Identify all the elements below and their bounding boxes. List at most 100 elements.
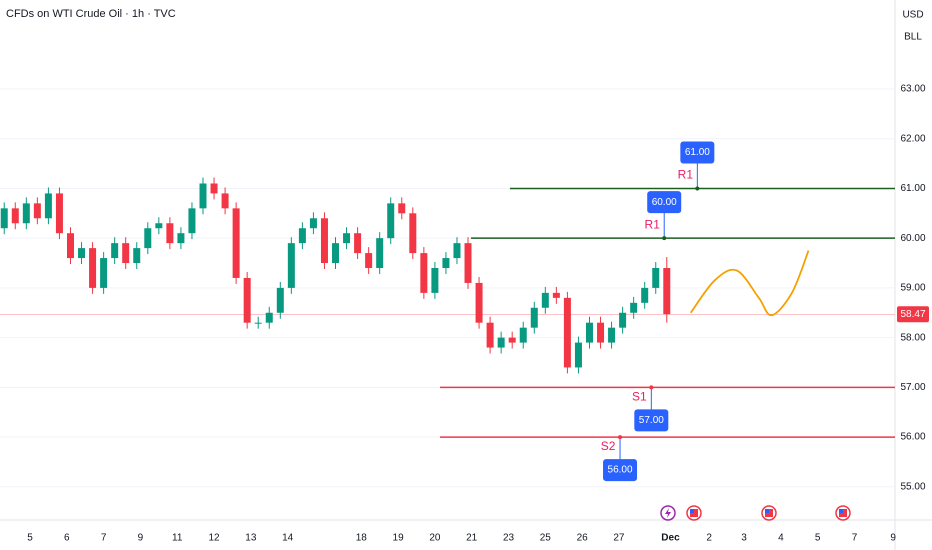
candle-body	[563, 297, 571, 368]
x-tick-label: 27	[613, 533, 625, 544]
candle-body	[199, 183, 207, 209]
level-anchor	[618, 435, 623, 440]
candle-body	[365, 253, 373, 269]
x-tick-label: 20	[429, 533, 441, 544]
event-icon[interactable]	[686, 505, 702, 521]
candle-body	[431, 268, 439, 293]
current-price-label: 58.47	[900, 309, 925, 320]
y-tick-label: 55.00	[900, 481, 925, 492]
candle-body	[574, 342, 582, 368]
level-badge	[680, 141, 715, 164]
currency[interactable]: USD	[902, 10, 923, 21]
chart-title: CFDs on WTI Crude Oil · 1h · TVC	[6, 8, 176, 20]
y-tick-label: 56.00	[900, 432, 925, 443]
candle-body	[55, 193, 63, 234]
x-tick-label: 7	[101, 533, 107, 544]
candle-body	[287, 243, 295, 288]
candle-body	[464, 243, 472, 283]
candle-body	[597, 322, 605, 343]
candle-body	[100, 258, 108, 288]
candle-body	[508, 337, 516, 343]
x-tick-label: 3	[741, 533, 747, 544]
event-icon[interactable]	[835, 505, 851, 521]
level-value-label: 56.00	[608, 465, 633, 476]
candle-body	[475, 282, 483, 323]
candle-body	[232, 208, 240, 278]
candle-body	[89, 248, 97, 288]
x-tick-label: 9	[138, 533, 144, 544]
candle-body	[265, 312, 273, 323]
candle-body	[552, 292, 560, 298]
level-name: R1	[678, 168, 694, 182]
candle-body	[254, 322, 262, 324]
projection-line	[689, 250, 810, 317]
x-tick-label: 21	[466, 533, 478, 544]
candle-body	[398, 203, 406, 214]
y-tick-label: 57.00	[900, 382, 925, 393]
x-tick-label: 2	[706, 533, 712, 544]
candle-body	[66, 233, 74, 259]
x-tick-label: 12	[208, 533, 220, 544]
x-tick-label: 5	[815, 533, 821, 544]
candle-body	[11, 208, 19, 224]
level-value-label: 60.00	[652, 197, 677, 208]
x-tick-label: 4	[778, 533, 784, 544]
x-tick-label: 11	[172, 533, 183, 544]
candle-body	[177, 233, 185, 244]
candle-body	[155, 223, 163, 229]
x-tick-label: 6	[64, 533, 70, 544]
candle-body	[33, 203, 41, 219]
candle-body	[188, 208, 196, 234]
level-anchor	[695, 186, 700, 191]
candle-body	[78, 248, 86, 259]
candle-body	[111, 243, 119, 259]
x-tick-label: 14	[282, 533, 294, 544]
candle-body	[442, 258, 450, 269]
unit[interactable]: BLL	[904, 32, 922, 43]
candle-body	[387, 203, 395, 239]
level-badge	[603, 459, 638, 482]
candle-body	[133, 248, 141, 264]
level-anchor	[662, 236, 667, 241]
y-tick-label: 63.00	[900, 84, 925, 95]
candle-body	[298, 228, 306, 244]
level-badge	[647, 191, 682, 214]
x-tick-label: 13	[245, 533, 257, 544]
candle-body	[663, 268, 671, 315]
candle-body	[0, 208, 8, 229]
candle-body	[420, 253, 428, 293]
candle-body	[166, 223, 174, 244]
candle-body	[619, 312, 627, 328]
candle-body	[641, 287, 649, 303]
candle-body	[585, 322, 593, 343]
event-icons	[660, 505, 851, 521]
current-price-badge	[897, 306, 929, 323]
y-tick-label: 61.00	[900, 183, 925, 194]
candle-body	[44, 193, 52, 219]
x-tick-label: Dec	[661, 533, 680, 544]
x-tick-label: 18	[356, 533, 368, 544]
candle-body	[519, 327, 527, 343]
level-name: R1	[645, 217, 661, 231]
y-tick-label: 59.00	[900, 283, 925, 294]
y-tick-label: 60.00	[900, 233, 925, 244]
x-tick-label: 19	[393, 533, 405, 544]
candle-body	[309, 218, 317, 229]
candle-body	[221, 193, 229, 209]
level-badge	[634, 409, 669, 432]
level-value-label: 57.00	[639, 415, 664, 426]
candle-body	[320, 218, 328, 264]
x-tick-label: 25	[540, 533, 552, 544]
level-name: S1	[632, 390, 647, 404]
candle-body	[486, 322, 494, 348]
candle-body	[243, 277, 251, 323]
x-tick-label: 5	[27, 533, 33, 544]
candle-body	[530, 307, 538, 328]
level-anchor	[649, 385, 654, 390]
event-icon[interactable]	[761, 505, 777, 521]
candle-body	[210, 183, 218, 194]
level-name: S2	[601, 439, 616, 453]
event-icon-bolt	[665, 508, 671, 518]
candle-body	[354, 233, 362, 254]
